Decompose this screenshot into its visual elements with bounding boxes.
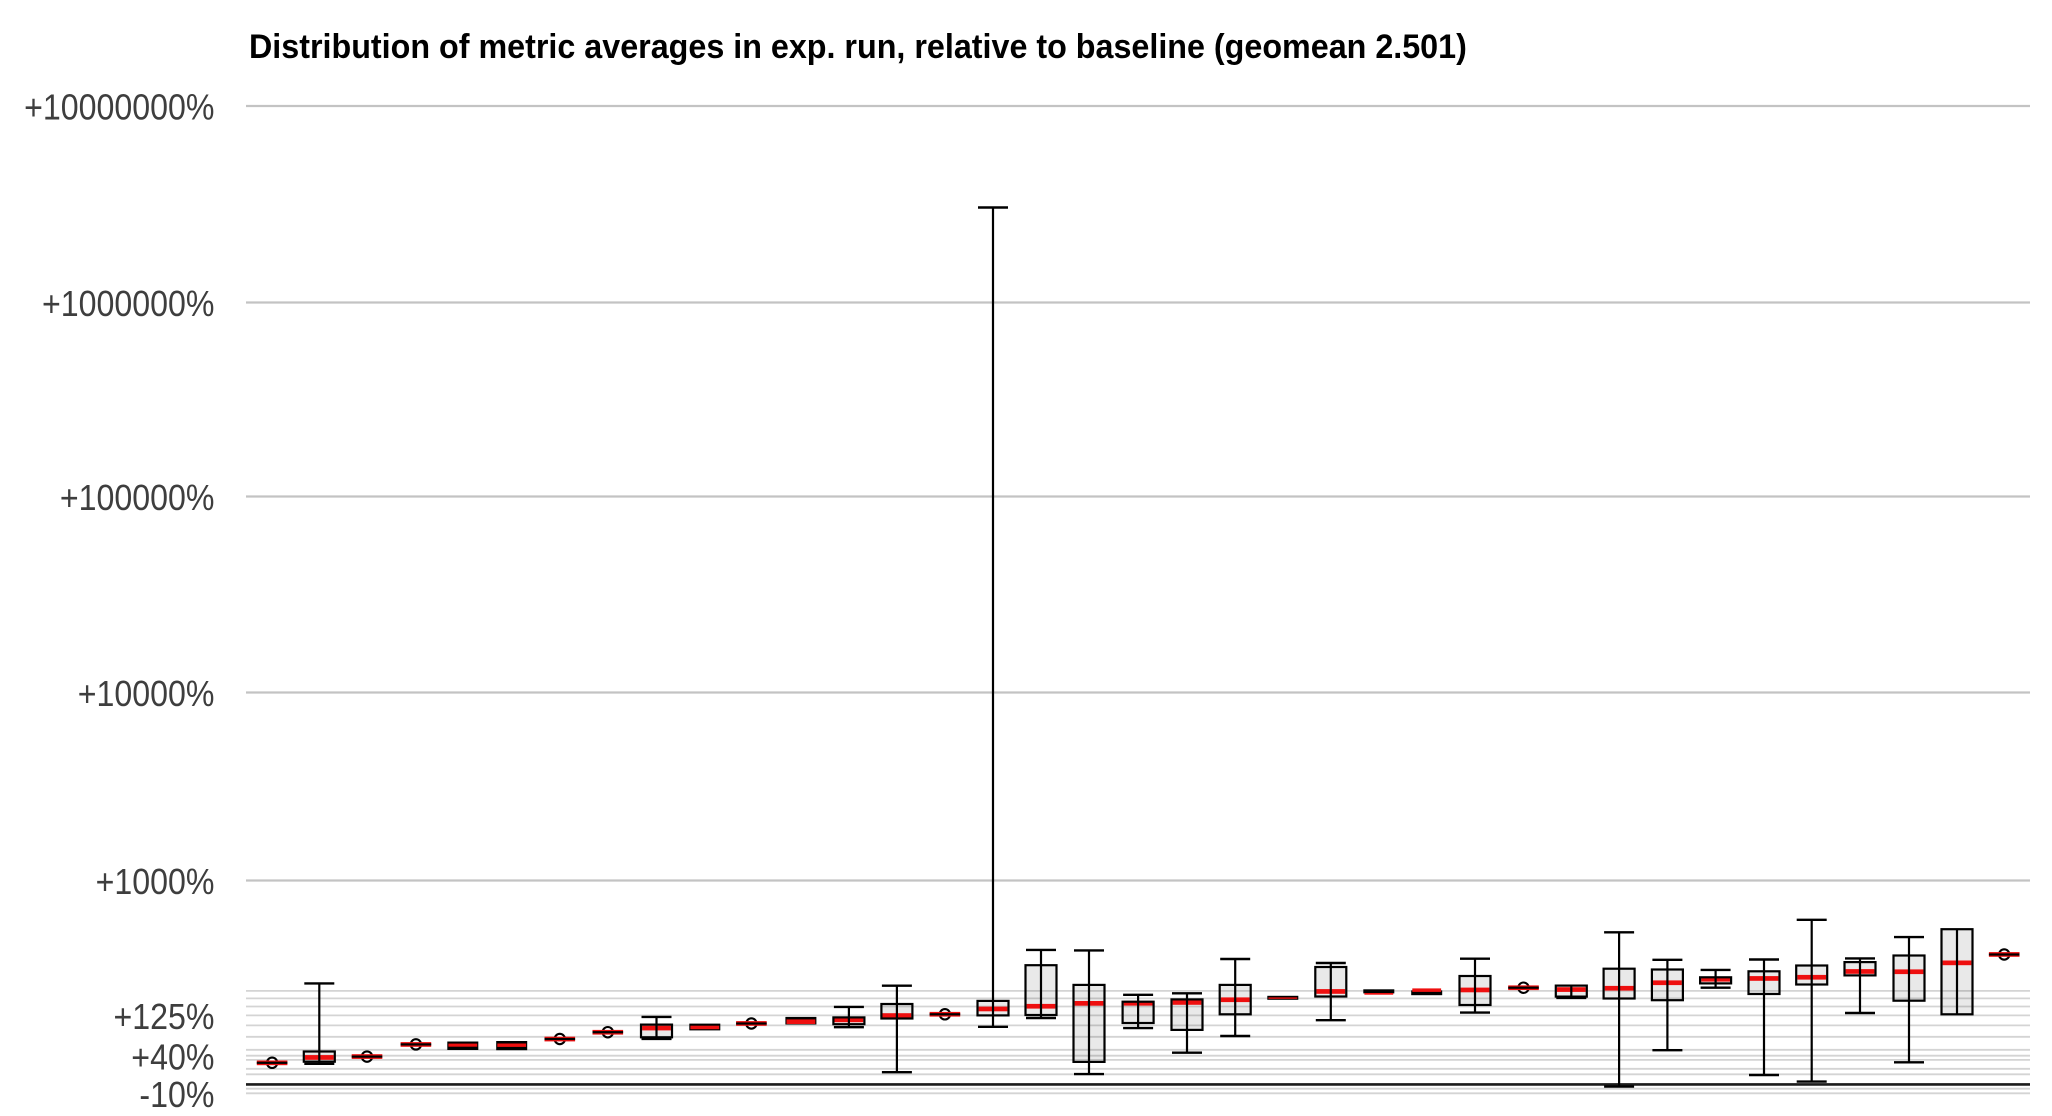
- svg-text:+10000000%: +10000000%: [24, 88, 214, 128]
- svg-text:+10000%: +10000%: [78, 674, 215, 714]
- svg-text:+40%: +40%: [131, 1038, 214, 1078]
- svg-text:+100000%: +100000%: [60, 478, 215, 518]
- svg-text:+125%: +125%: [113, 997, 214, 1037]
- svg-text:Distribution of metric average: Distribution of metric averages in exp. …: [249, 28, 1467, 66]
- svg-text:-10%: -10%: [139, 1075, 214, 1115]
- svg-text:+1000000%: +1000000%: [42, 284, 214, 324]
- svg-text:+1000%: +1000%: [96, 862, 215, 902]
